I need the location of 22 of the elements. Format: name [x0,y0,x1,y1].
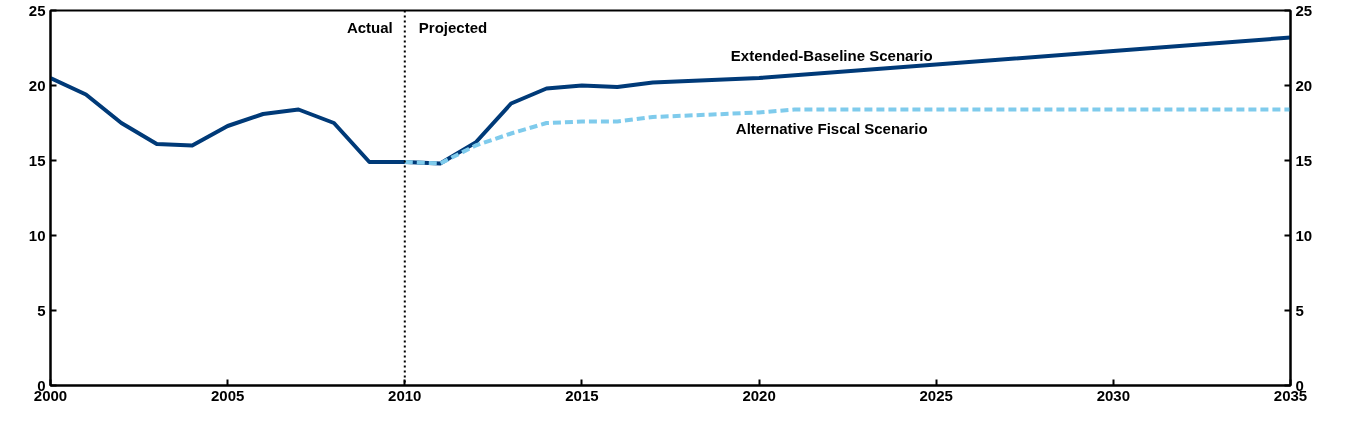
annotation: Projected [418,18,488,36]
y2-tick-label: 5 [1295,301,1304,319]
y2-tick-label: 15 [1295,151,1313,169]
line-series [50,35,1291,166]
x-tick-label: 2015 [565,386,599,404]
x-tick-label: 2030 [1096,386,1131,404]
x-tick-label: 2020 [742,386,776,404]
x-tick-label: 2025 [919,386,953,404]
y2-tick-label: 20 [1295,76,1313,94]
x-tick-label: 2005 [210,386,245,404]
y-tick-label: 5 [37,301,46,319]
y2-tick-label: 25 [1295,1,1313,19]
y-tick-label: 25 [28,1,46,19]
y2-tick-label: 10 [1295,226,1313,244]
x-tick-label: 2010 [388,386,422,404]
y-tick-label: 15 [28,151,46,169]
series-label: Extended-Baseline Scenario [730,47,933,65]
line-series [402,107,1291,166]
series-label: Alternative Fiscal Scenario [735,119,928,137]
annotation: Actual [346,18,393,36]
y-tick-label: 10 [28,226,46,244]
y-tick-label: 20 [28,76,46,94]
